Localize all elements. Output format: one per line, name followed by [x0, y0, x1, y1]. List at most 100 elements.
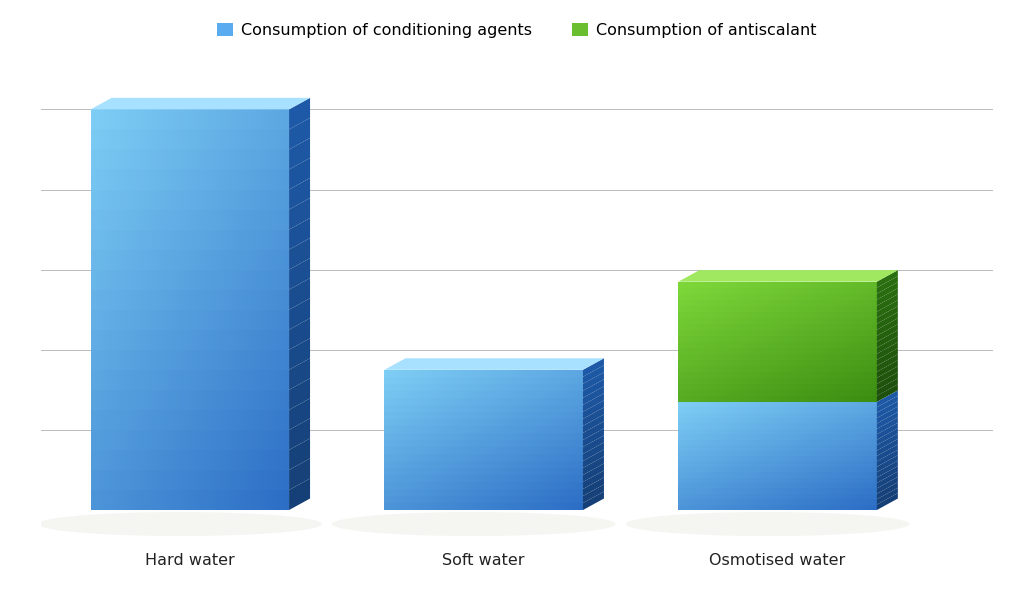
Polygon shape — [807, 477, 810, 483]
Polygon shape — [835, 366, 838, 372]
Polygon shape — [693, 372, 695, 378]
Polygon shape — [733, 461, 735, 467]
Polygon shape — [726, 450, 728, 456]
Polygon shape — [827, 429, 829, 434]
Polygon shape — [259, 490, 262, 510]
Polygon shape — [548, 391, 551, 398]
Polygon shape — [798, 423, 800, 429]
Polygon shape — [713, 294, 716, 300]
Polygon shape — [177, 129, 180, 150]
Polygon shape — [158, 150, 160, 169]
Polygon shape — [105, 230, 108, 249]
Polygon shape — [833, 300, 835, 306]
Polygon shape — [827, 324, 829, 330]
Polygon shape — [838, 378, 840, 384]
Polygon shape — [276, 129, 280, 150]
Polygon shape — [803, 461, 805, 467]
Polygon shape — [446, 475, 449, 482]
Polygon shape — [713, 488, 716, 494]
Polygon shape — [787, 366, 791, 372]
Polygon shape — [711, 456, 713, 461]
Polygon shape — [716, 505, 718, 510]
Polygon shape — [289, 378, 310, 410]
Polygon shape — [874, 505, 877, 510]
Polygon shape — [857, 450, 859, 456]
Polygon shape — [822, 282, 824, 288]
Polygon shape — [782, 282, 785, 288]
Polygon shape — [785, 390, 787, 396]
Polygon shape — [145, 150, 147, 169]
Polygon shape — [568, 398, 570, 405]
Polygon shape — [210, 490, 212, 510]
Polygon shape — [800, 384, 803, 390]
Polygon shape — [434, 398, 436, 405]
Polygon shape — [877, 466, 898, 483]
Polygon shape — [444, 454, 446, 461]
Polygon shape — [795, 366, 798, 372]
Polygon shape — [810, 488, 812, 494]
Polygon shape — [399, 391, 401, 398]
Polygon shape — [862, 372, 864, 378]
Polygon shape — [847, 445, 850, 450]
Polygon shape — [713, 434, 716, 440]
Polygon shape — [815, 318, 817, 324]
Polygon shape — [464, 475, 466, 482]
Polygon shape — [511, 489, 513, 496]
Polygon shape — [175, 169, 177, 190]
Polygon shape — [817, 330, 820, 336]
Polygon shape — [544, 377, 546, 384]
Polygon shape — [462, 384, 464, 391]
Polygon shape — [793, 413, 795, 418]
Polygon shape — [683, 445, 686, 450]
Polygon shape — [753, 330, 756, 336]
Polygon shape — [751, 288, 753, 294]
Polygon shape — [399, 503, 401, 510]
Polygon shape — [810, 499, 812, 505]
Polygon shape — [153, 190, 155, 209]
Polygon shape — [142, 410, 145, 430]
Polygon shape — [756, 360, 758, 366]
Polygon shape — [518, 468, 521, 475]
Polygon shape — [877, 407, 898, 423]
Polygon shape — [730, 300, 733, 306]
Polygon shape — [723, 494, 726, 499]
Polygon shape — [548, 503, 551, 510]
Polygon shape — [877, 330, 898, 348]
Polygon shape — [869, 440, 871, 445]
Polygon shape — [427, 405, 429, 412]
Polygon shape — [857, 456, 859, 461]
Polygon shape — [483, 426, 486, 433]
Polygon shape — [245, 190, 247, 209]
Polygon shape — [509, 440, 511, 447]
Polygon shape — [760, 445, 763, 450]
Polygon shape — [765, 461, 768, 467]
Polygon shape — [798, 450, 800, 456]
Polygon shape — [698, 456, 700, 461]
Polygon shape — [570, 391, 573, 398]
Polygon shape — [397, 447, 399, 454]
Polygon shape — [728, 384, 730, 390]
Polygon shape — [454, 482, 457, 489]
Polygon shape — [118, 350, 121, 370]
Polygon shape — [147, 390, 151, 410]
Polygon shape — [756, 434, 758, 440]
Polygon shape — [840, 318, 842, 324]
Polygon shape — [829, 366, 833, 372]
Polygon shape — [835, 348, 838, 354]
Polygon shape — [130, 230, 133, 249]
Polygon shape — [748, 456, 751, 461]
Polygon shape — [471, 426, 474, 433]
Polygon shape — [212, 129, 215, 150]
Polygon shape — [187, 230, 189, 249]
Polygon shape — [180, 450, 182, 470]
Polygon shape — [558, 454, 560, 461]
Polygon shape — [857, 330, 859, 336]
Polygon shape — [130, 290, 133, 310]
Polygon shape — [838, 396, 840, 402]
Polygon shape — [245, 430, 247, 450]
Polygon shape — [429, 405, 432, 412]
Polygon shape — [499, 426, 501, 433]
Polygon shape — [541, 412, 544, 419]
Polygon shape — [469, 454, 471, 461]
Polygon shape — [773, 348, 775, 354]
